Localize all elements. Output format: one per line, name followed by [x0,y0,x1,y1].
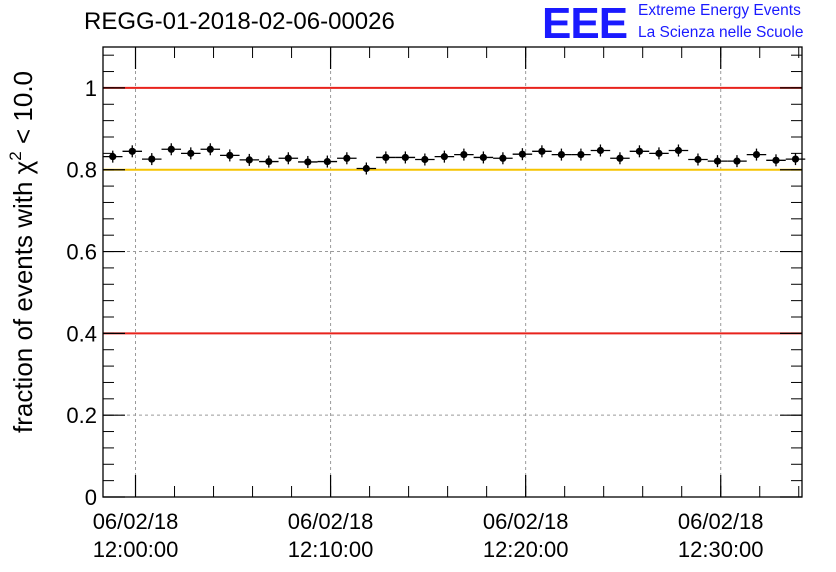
point-marker [440,153,448,161]
data-point [551,148,572,161]
point-marker [616,154,624,162]
data-point [473,151,494,164]
data-point [317,155,338,168]
data-point [337,152,357,165]
data-point [454,148,474,161]
y-tick-label: 0.4 [66,321,97,346]
point-marker [421,155,429,164]
data-points [103,143,806,175]
grid [103,47,802,497]
data-point [298,155,318,168]
data-point [532,145,552,158]
data-point [122,145,143,158]
point-marker [518,150,527,158]
x-tick-date-label: 06/02/18 [288,509,374,534]
point-marker [499,154,507,162]
point-marker [382,153,390,162]
data-point [200,143,221,156]
point-marker [304,158,312,166]
point-marker [226,151,234,160]
point-marker [713,157,722,165]
y-tick-label: 0 [85,485,97,510]
point-marker [284,154,292,162]
point-marker [401,153,409,162]
data-point [181,147,201,160]
point-marker [538,147,546,155]
y-axis-label: fraction of events with χ2 < 10.0 [6,71,38,433]
data-point [746,148,767,161]
data-point [707,155,728,168]
x-tick-date-label: 06/02/18 [678,509,764,534]
logo-text-line2: La Scienza nelle Scuole [638,24,804,41]
point-marker [109,153,117,161]
y-axis-ticks: 0 0.2 0.4 0.6 0.8 1 [66,54,802,510]
data-point [259,155,279,168]
point-marker [635,147,644,155]
data-point [590,144,611,157]
data-point [610,152,630,165]
y-tick-label: 0.2 [66,403,97,428]
logo-mark: EEE [542,0,628,48]
x-tick-date-label: 06/02/18 [483,509,569,534]
point-marker [577,150,585,159]
point-marker [245,156,253,164]
data-point [395,151,416,164]
data-point [727,155,747,168]
y-tick-label: 0.6 [66,240,97,265]
data-point [571,148,591,161]
data-point [493,152,513,165]
point-marker [323,157,331,166]
y-tick-label: 1 [85,76,97,101]
data-point [688,153,708,166]
point-marker [206,145,214,153]
data-point [766,154,786,167]
point-marker [343,154,351,162]
logo-text-line1: Extreme Energy Events [638,2,801,19]
data-point [668,144,689,157]
point-marker [791,155,800,163]
point-marker [752,150,761,159]
point-marker [187,149,195,157]
point-marker [479,153,487,162]
point-marker [733,157,741,165]
point-marker [362,164,370,173]
point-marker [557,150,566,159]
point-marker [694,155,702,164]
data-point [278,152,299,165]
eee-logo: EEE Extreme Energy Events La Scienza nel… [542,2,832,46]
x-tick-time-label: 12:10:00 [288,537,374,562]
x-tick-time-label: 12:00:00 [93,537,179,562]
data-point [434,150,455,163]
data-point [103,150,123,163]
data-point [161,143,182,156]
data-point [220,149,240,162]
data-point [356,162,377,175]
point-marker [772,156,780,164]
data-point [629,145,650,158]
data-point [512,148,533,161]
reference-lines [103,86,802,335]
point-marker [655,149,663,157]
x-tick-time-label: 12:30:00 [678,537,764,562]
point-marker [460,150,468,159]
data-point [376,151,396,164]
point-marker [596,146,605,155]
chart-title: REGG-01-2018-02-06-00026 [84,8,395,35]
data-point [649,147,669,160]
x-axis-ticks: 06/02/18 12:00:00 06/02/18 12:10:00 06/02/18… [93,47,800,562]
point-marker [128,147,136,155]
plot-frame [102,46,803,498]
point-marker [265,157,273,166]
data-point [415,153,435,166]
point-marker [167,145,175,153]
x-tick-date-label: 06/02/18 [93,509,179,534]
point-marker [148,155,156,163]
x-tick-time-label: 12:20:00 [483,537,569,562]
data-point [142,153,162,166]
data-point [239,153,260,166]
point-marker [674,146,683,155]
y-tick-label: 0.8 [66,158,97,183]
